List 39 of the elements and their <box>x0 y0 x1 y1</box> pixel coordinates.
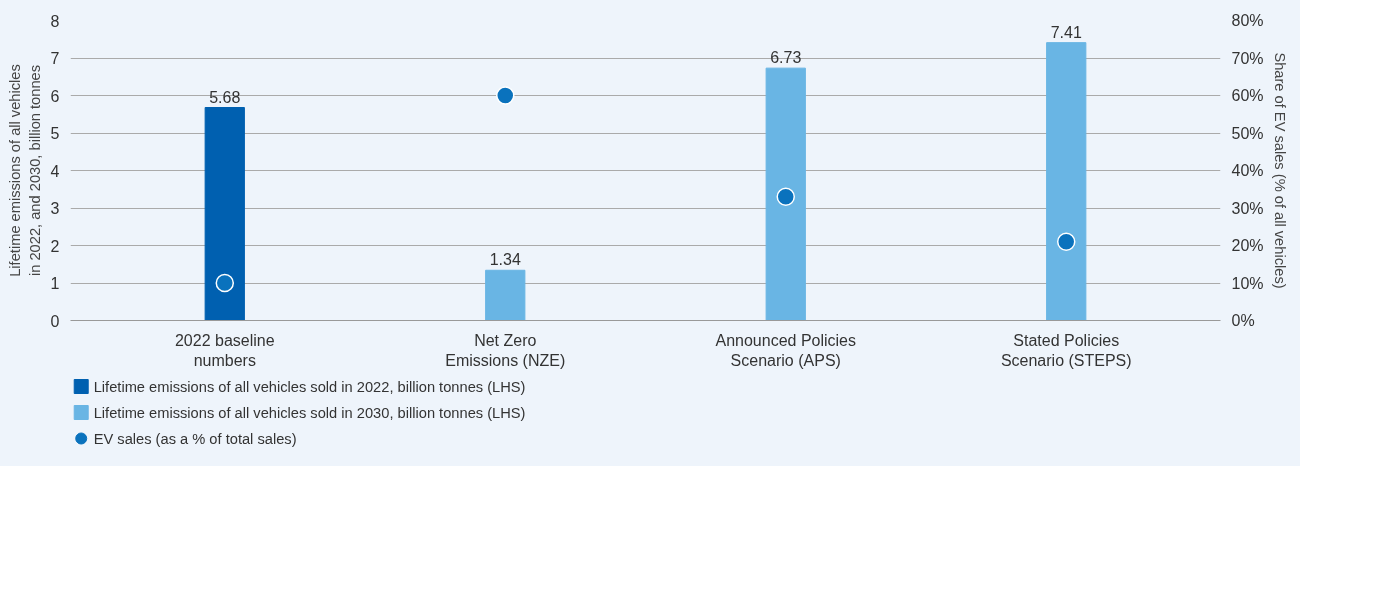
y-axis-title: Lifetime emissions of all vehicles in 2022, and 2030, billion tonnes <box>7 64 43 277</box>
y2-tick-label: 50% <box>1231 124 1264 142</box>
point <box>1056 232 1076 251</box>
y-tick-label: 4 <box>50 162 60 180</box>
y2-tick-label: 20% <box>1231 237 1264 254</box>
y2-tick-label: 60% <box>1231 87 1264 104</box>
x-tick-label: Stated Policies Scenario (STEPS) <box>1000 331 1132 369</box>
bar <box>765 67 806 321</box>
bar <box>204 107 245 321</box>
x-tick-label: 2022 baseline numbers <box>174 331 275 369</box>
data-label: 5.68 <box>209 88 241 106</box>
y-tick-label: 2 <box>50 237 60 255</box>
data-label: 6.73 <box>770 49 802 67</box>
y-tick-label: 8 <box>50 12 60 30</box>
y2-tick-label: 30% <box>1231 199 1264 217</box>
y-tick-label: 7 <box>50 50 60 67</box>
x-tick-label: Announced Policies Scenario (APS) <box>715 331 857 369</box>
legend-label: EV sales (as a % of total sales) <box>93 430 297 447</box>
y-tick-label: 0 <box>50 312 60 330</box>
point <box>496 86 515 105</box>
legend-label: Lifetime emissions of all vehicles sold in 2030, billion tonnes (LHS) <box>93 404 526 421</box>
y-tick-label: 5 <box>50 125 60 142</box>
legend-label: Lifetime emissions of all vehicles sold in 2022, billion tonnes (LHS) <box>93 378 526 395</box>
bar <box>1046 42 1087 321</box>
y2-tick-label: 70% <box>1231 49 1264 67</box>
point <box>776 187 795 206</box>
data-label: 7.41 <box>1050 23 1082 41</box>
y2-tick-label: 80% <box>1231 12 1264 29</box>
y2-tick-label: 0% <box>1231 312 1255 329</box>
y-tick-label: 3 <box>50 200 60 217</box>
y2-tick-label: 40% <box>1231 162 1264 179</box>
y-tick-label: 1 <box>50 275 60 292</box>
data-label: 1.34 <box>489 251 521 269</box>
x-tick-label: Net Zero Emissions (NZE) <box>445 331 566 369</box>
point <box>215 273 235 293</box>
y2-tick-label: 10% <box>1231 274 1264 292</box>
bar <box>485 269 526 321</box>
y-tick-label: 6 <box>50 87 60 105</box>
y2-axis-title: Share of EV sales (% of all vehicles) <box>1271 52 1288 289</box>
